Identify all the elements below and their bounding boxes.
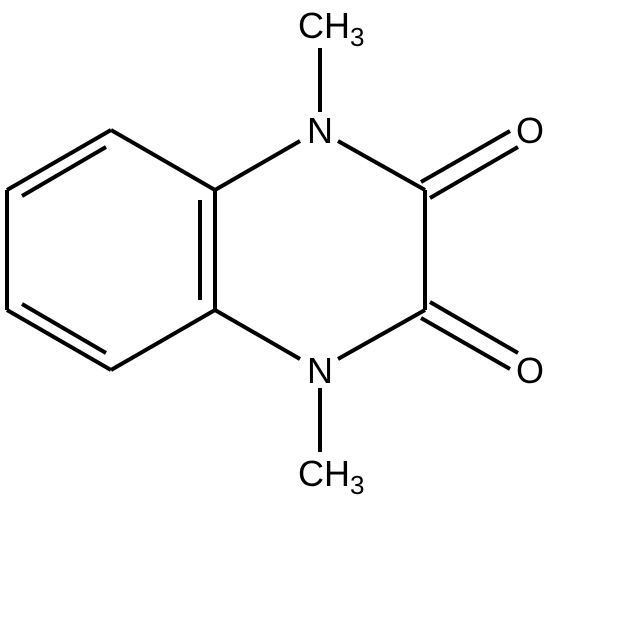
bond-n1-c2 xyxy=(338,141,425,190)
bond-c8a-n1 xyxy=(215,141,300,190)
bond-benzene-2 xyxy=(111,130,215,190)
bond-c2-o-b xyxy=(430,147,518,198)
bond-c3-o-a xyxy=(430,302,518,353)
atom-o3: O xyxy=(516,350,544,391)
molecule-svg: N N O O CH3 CH3 xyxy=(0,0,640,620)
atom-n1: N xyxy=(307,110,333,151)
atom-me1: CH3 xyxy=(298,5,364,52)
atom-me4: CH3 xyxy=(298,453,364,500)
bond-c3-o-b xyxy=(421,318,510,369)
bond-benzene-6 xyxy=(111,310,215,370)
bond-benzene-5-inner xyxy=(22,304,106,353)
bond-c2-o-a xyxy=(421,131,510,182)
atom-n4: N xyxy=(307,350,333,391)
bond-n4-c5 xyxy=(215,310,300,359)
atom-o2: O xyxy=(516,110,544,151)
bond-benzene-3 xyxy=(7,130,111,190)
bond-benzene-5 xyxy=(7,310,111,370)
bond-c3-n4 xyxy=(338,310,425,359)
bond-benzene-3-inner xyxy=(22,147,106,196)
